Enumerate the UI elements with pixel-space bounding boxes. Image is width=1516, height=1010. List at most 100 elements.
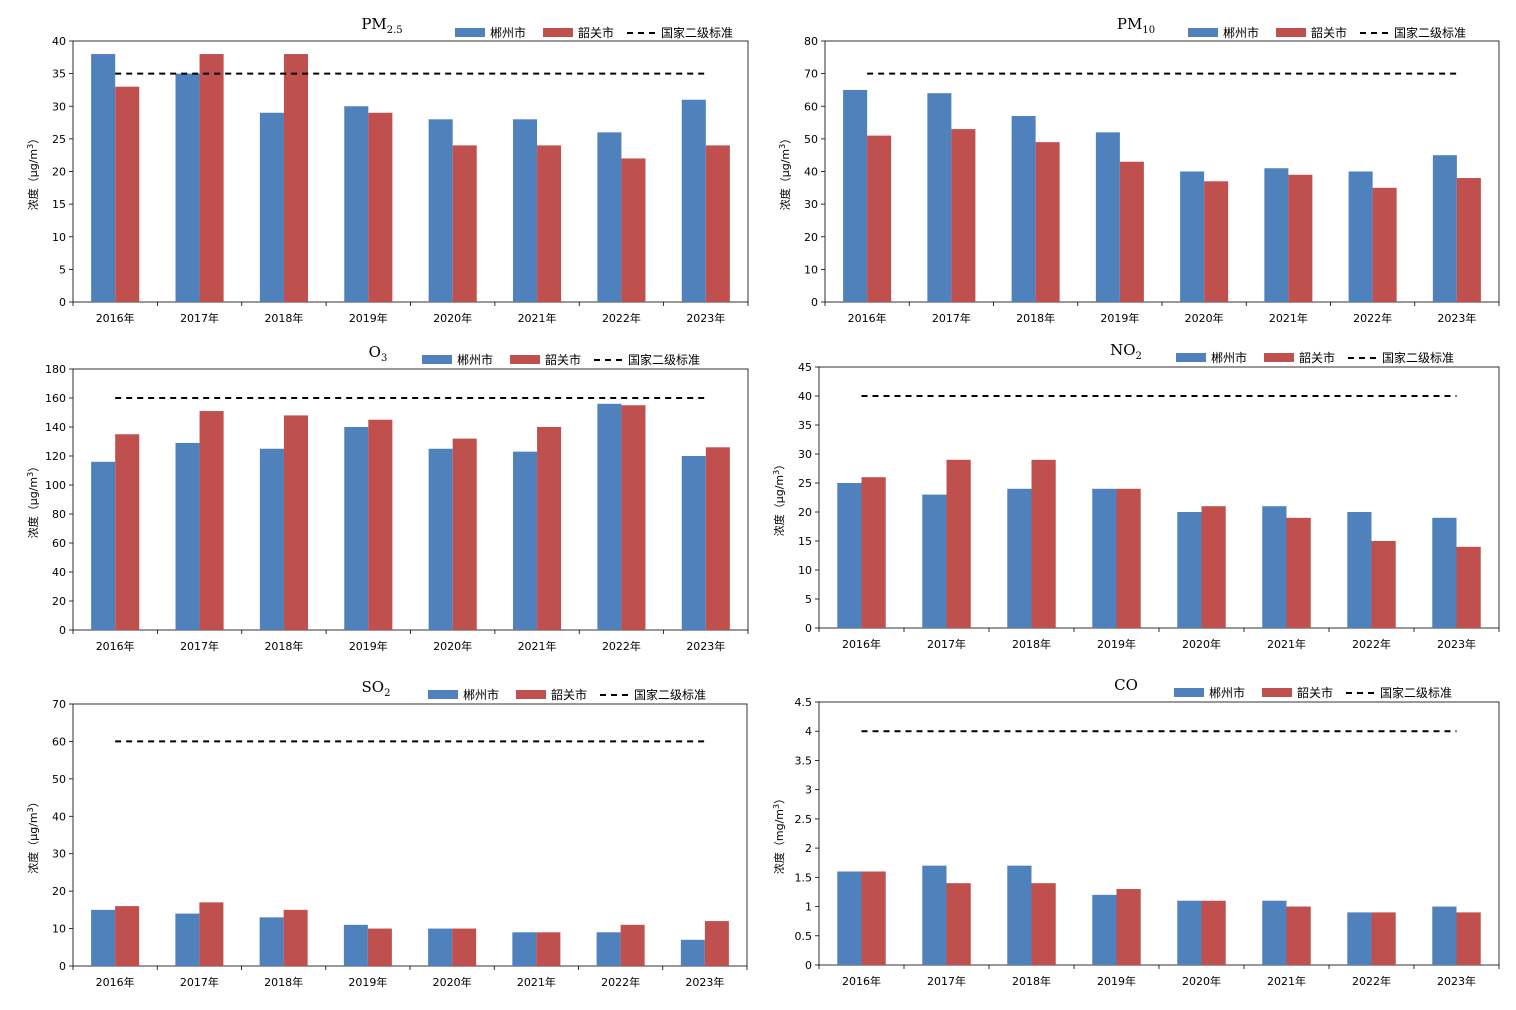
chart-title-main: CO xyxy=(1114,676,1138,694)
y-axis-label-sup: 3 xyxy=(26,144,35,149)
legend-swatch-city2 xyxy=(510,355,540,364)
y-tick-label: 0 xyxy=(805,622,812,635)
bar-city1 xyxy=(343,924,368,966)
y-tick-label: 100 xyxy=(45,479,66,492)
x-tick-label: 2019年 xyxy=(349,639,388,653)
y-tick-label: 60 xyxy=(804,100,818,113)
x-tick-label: 2017年 xyxy=(180,639,219,653)
bar-city2 xyxy=(621,405,646,630)
x-tick-label: 2022年 xyxy=(1352,974,1391,988)
y-tick-label: 0 xyxy=(59,296,66,309)
bar-city2 xyxy=(1456,912,1481,965)
bar-city2 xyxy=(368,112,393,303)
bar-city1 xyxy=(1011,116,1036,302)
x-tick-label: 2020年 xyxy=(1182,974,1221,988)
x-tick-label: 2018年 xyxy=(1012,637,1051,651)
y-axis-label-close: ） xyxy=(27,133,40,144)
bar-city2 xyxy=(1031,883,1056,965)
x-tick-label: 2018年 xyxy=(264,975,303,989)
bar-city2 xyxy=(536,932,561,966)
legend-label-standard: 国家二级标准 xyxy=(1394,25,1466,40)
bar-city1 xyxy=(596,932,621,966)
bar-city1 xyxy=(259,917,284,966)
bar-city1 xyxy=(843,89,868,302)
bar-city1 xyxy=(1177,900,1202,965)
y-tick-label: 30 xyxy=(52,848,66,861)
bar-city1 xyxy=(922,865,947,965)
bar-city2 xyxy=(705,145,730,302)
bar-city2 xyxy=(115,434,140,630)
bar-city2 xyxy=(1371,912,1396,965)
bar-city2 xyxy=(537,427,562,630)
bar-city2 xyxy=(199,54,224,302)
y-tick-label: 4.5 xyxy=(795,696,813,709)
bar-city1 xyxy=(1092,488,1117,628)
bar-city2 xyxy=(452,928,477,966)
chart-title-sub: 2 xyxy=(384,688,390,699)
y-axis-label-close: ） xyxy=(773,793,786,804)
chart-title: PM2.5 xyxy=(361,15,402,36)
legend-label-city2: 韶关市 xyxy=(551,687,587,702)
legend-label-city2: 韶关市 xyxy=(545,352,581,367)
y-tick-label: 5 xyxy=(805,593,812,606)
x-tick-label: 2016年 xyxy=(96,975,135,989)
x-tick-label: 2022年 xyxy=(602,311,641,325)
chart-panel-3: 0 20 40 60 80 100 120 140 160 180 2016年 2017年 2018年 2… xyxy=(26,343,749,653)
bar-city1 xyxy=(91,909,116,966)
y-tick-label: 4 xyxy=(805,725,812,738)
bar-city2 xyxy=(199,411,224,630)
x-tick-label: 2023年 xyxy=(686,639,725,653)
chart-title-main: PM xyxy=(1117,15,1142,33)
bar-city1 xyxy=(1347,512,1372,628)
chart-panel-1: 0 5 10 15 20 25 30 35 40 2016年 2017年 2018年 2019年 2020… xyxy=(26,15,749,325)
legend-label-city2: 韶关市 xyxy=(1299,350,1335,365)
legend-swatch-city1 xyxy=(455,28,485,37)
x-tick-label: 2021年 xyxy=(517,975,556,989)
bar-city1 xyxy=(259,448,284,630)
bar-city1 xyxy=(922,494,947,628)
y-axis-label: 浓度（μg/m3） xyxy=(26,461,40,539)
bar-city1 xyxy=(428,119,453,302)
bar-city2 xyxy=(283,909,308,966)
x-tick-label: 2020年 xyxy=(433,639,472,653)
chart-title-main: NO xyxy=(1110,341,1135,359)
bar-city2 xyxy=(946,883,971,965)
bar-city2 xyxy=(867,135,892,302)
bar-city1 xyxy=(513,119,538,302)
chart-title-main: O xyxy=(369,343,381,361)
y-tick-label: 40 xyxy=(52,566,66,579)
bar-city2 xyxy=(1372,187,1397,302)
chart-title-sub: 3 xyxy=(381,353,387,364)
y-axis-label-text: 浓度（μg/m xyxy=(26,477,40,538)
y-tick-label: 0 xyxy=(59,624,66,637)
legend-swatch-city1 xyxy=(1188,28,1218,37)
bar-city1 xyxy=(597,132,622,302)
y-axis-label-close: ） xyxy=(27,461,40,472)
y-tick-label: 60 xyxy=(52,735,66,748)
plot-frame xyxy=(72,703,748,967)
bar-city2 xyxy=(1286,517,1311,628)
bar-city2 xyxy=(620,924,645,966)
x-tick-label: 2022年 xyxy=(1353,311,1392,325)
bar-city1 xyxy=(428,928,453,966)
bar-city2 xyxy=(1035,142,1060,302)
x-tick-label: 2021年 xyxy=(1267,974,1306,988)
bar-city1 xyxy=(1348,171,1373,302)
bar-city1 xyxy=(1007,865,1032,965)
bar-city1 xyxy=(1432,517,1457,628)
bar-city1 xyxy=(1432,906,1457,965)
x-tick-label: 2023年 xyxy=(686,311,725,325)
x-tick-label: 2016年 xyxy=(96,311,135,325)
chart-title: NO2 xyxy=(1110,341,1142,362)
plot-frame xyxy=(818,701,1500,966)
y-tick-label: 15 xyxy=(798,535,812,548)
y-tick-label: 50 xyxy=(52,773,66,786)
bar-city1 xyxy=(680,939,705,966)
y-tick-label: 140 xyxy=(45,421,66,434)
y-tick-label: 40 xyxy=(52,810,66,823)
y-tick-label: 40 xyxy=(804,166,818,179)
y-tick-label: 120 xyxy=(45,450,66,463)
x-tick-label: 2016年 xyxy=(96,639,135,653)
legend-label-city1: 郴州市 xyxy=(1211,350,1247,365)
